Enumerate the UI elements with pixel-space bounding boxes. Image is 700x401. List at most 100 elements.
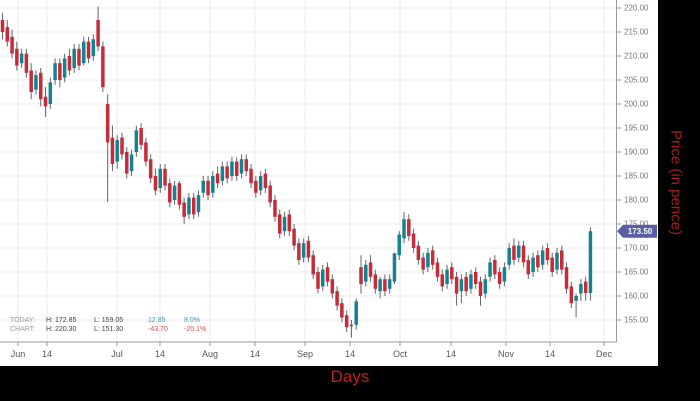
candle-body[interactable] (297, 243, 301, 260)
candle-body[interactable] (512, 245, 516, 260)
candle-body[interactable] (239, 159, 244, 174)
candle-body[interactable] (148, 159, 153, 179)
candle-body[interactable] (488, 262, 492, 277)
candle-body[interactable] (321, 269, 325, 287)
candle-body[interactable] (473, 272, 478, 284)
candle-body[interactable] (163, 168, 167, 186)
candle-body[interactable] (397, 234, 401, 256)
candle-body[interactable] (153, 176, 158, 191)
candle-body[interactable] (531, 257, 535, 272)
candle-body[interactable] (364, 264, 368, 282)
candle-body[interactable] (62, 58, 67, 78)
candle-body[interactable] (416, 245, 421, 260)
candle-body[interactable] (574, 296, 578, 301)
candle-body[interactable] (67, 56, 72, 71)
candle-body[interactable] (540, 250, 545, 265)
candle-body[interactable] (306, 240, 311, 258)
candle-body[interactable] (0, 20, 5, 32)
candle-body[interactable] (10, 36, 14, 54)
candle-body[interactable] (392, 253, 397, 282)
candle-body[interactable] (588, 231, 593, 293)
candle-body[interactable] (206, 180, 210, 196)
candle-body[interactable] (450, 267, 454, 280)
candle-body[interactable] (110, 137, 115, 164)
candle-body[interactable] (53, 63, 57, 80)
candle-body[interactable] (507, 248, 511, 265)
candle-body[interactable] (383, 279, 387, 292)
candle-body[interactable] (349, 324, 354, 327)
candle-body[interactable] (38, 72, 43, 100)
candle-body[interactable] (282, 216, 287, 232)
candle-body[interactable] (459, 279, 464, 292)
candle-body[interactable] (545, 248, 550, 260)
candle-body[interactable] (378, 279, 382, 292)
candle-body[interactable] (82, 41, 86, 64)
candle-body[interactable] (344, 315, 349, 328)
candle-body[interactable] (86, 41, 91, 59)
candle-body[interactable] (96, 20, 100, 47)
candle-body[interactable] (560, 250, 564, 270)
candle-body[interactable] (5, 27, 10, 42)
candle-body[interactable] (172, 185, 177, 200)
candle-body[interactable] (502, 267, 507, 282)
candle-body[interactable] (569, 286, 574, 304)
candle-body[interactable] (564, 267, 569, 289)
candle-body[interactable] (230, 161, 234, 176)
candle-body[interactable] (579, 284, 583, 294)
candle-body[interactable] (24, 53, 29, 73)
candle-body[interactable] (536, 255, 540, 268)
candle-body[interactable] (330, 279, 335, 294)
candle-body[interactable] (469, 274, 473, 289)
candle-body[interactable] (493, 260, 497, 275)
candle-body[interactable] (234, 161, 239, 176)
candle-body[interactable] (373, 274, 378, 289)
candle-body[interactable] (244, 159, 249, 172)
candle-body[interactable] (526, 260, 531, 275)
candle-body[interactable] (139, 128, 143, 145)
candle-body[interactable] (115, 140, 119, 162)
candle-body[interactable] (254, 180, 258, 193)
candle-body[interactable] (215, 173, 220, 184)
candle-body[interactable] (555, 252, 559, 270)
candle-body[interactable] (354, 301, 358, 325)
candle-body[interactable] (77, 48, 81, 66)
candle-body[interactable] (268, 185, 272, 203)
candle-body[interactable] (368, 262, 373, 277)
candle-body[interactable] (277, 214, 282, 234)
candle-body[interactable] (311, 255, 315, 275)
candle-body[interactable] (191, 197, 196, 215)
candle-body[interactable] (91, 39, 96, 56)
candle-body[interactable] (287, 214, 292, 232)
candle-body[interactable] (168, 183, 172, 203)
candle-body[interactable] (550, 257, 554, 272)
candle-body[interactable] (359, 267, 363, 284)
candle-body[interactable] (101, 46, 105, 88)
candle-body[interactable] (292, 228, 296, 246)
candle-body[interactable] (134, 130, 139, 152)
candle-body[interactable] (340, 303, 344, 318)
candle-body[interactable] (187, 197, 191, 215)
candle-body[interactable] (48, 82, 53, 104)
candle-body[interactable] (301, 243, 306, 258)
candle-body[interactable] (464, 276, 468, 292)
candle-body[interactable] (34, 75, 38, 90)
candle-body[interactable] (258, 176, 263, 191)
candle-body[interactable] (220, 166, 225, 181)
candle-body[interactable] (120, 137, 124, 155)
candle-body[interactable] (402, 219, 406, 239)
candle-body[interactable] (263, 173, 268, 188)
candle-body[interactable] (177, 183, 182, 205)
candle-body[interactable] (430, 250, 435, 265)
candle-body[interactable] (201, 180, 206, 193)
candle-body[interactable] (521, 245, 526, 263)
candle-body[interactable] (483, 279, 488, 294)
candle-body[interactable] (421, 257, 425, 270)
candle-body[interactable] (316, 272, 320, 289)
candle-body[interactable] (144, 142, 148, 162)
candle-body[interactable] (426, 252, 430, 268)
candle-body[interactable] (325, 267, 330, 282)
candle-body[interactable] (454, 276, 459, 294)
candle-body[interactable] (478, 281, 483, 296)
candle-body[interactable] (19, 53, 24, 64)
candle-body[interactable] (516, 245, 521, 258)
